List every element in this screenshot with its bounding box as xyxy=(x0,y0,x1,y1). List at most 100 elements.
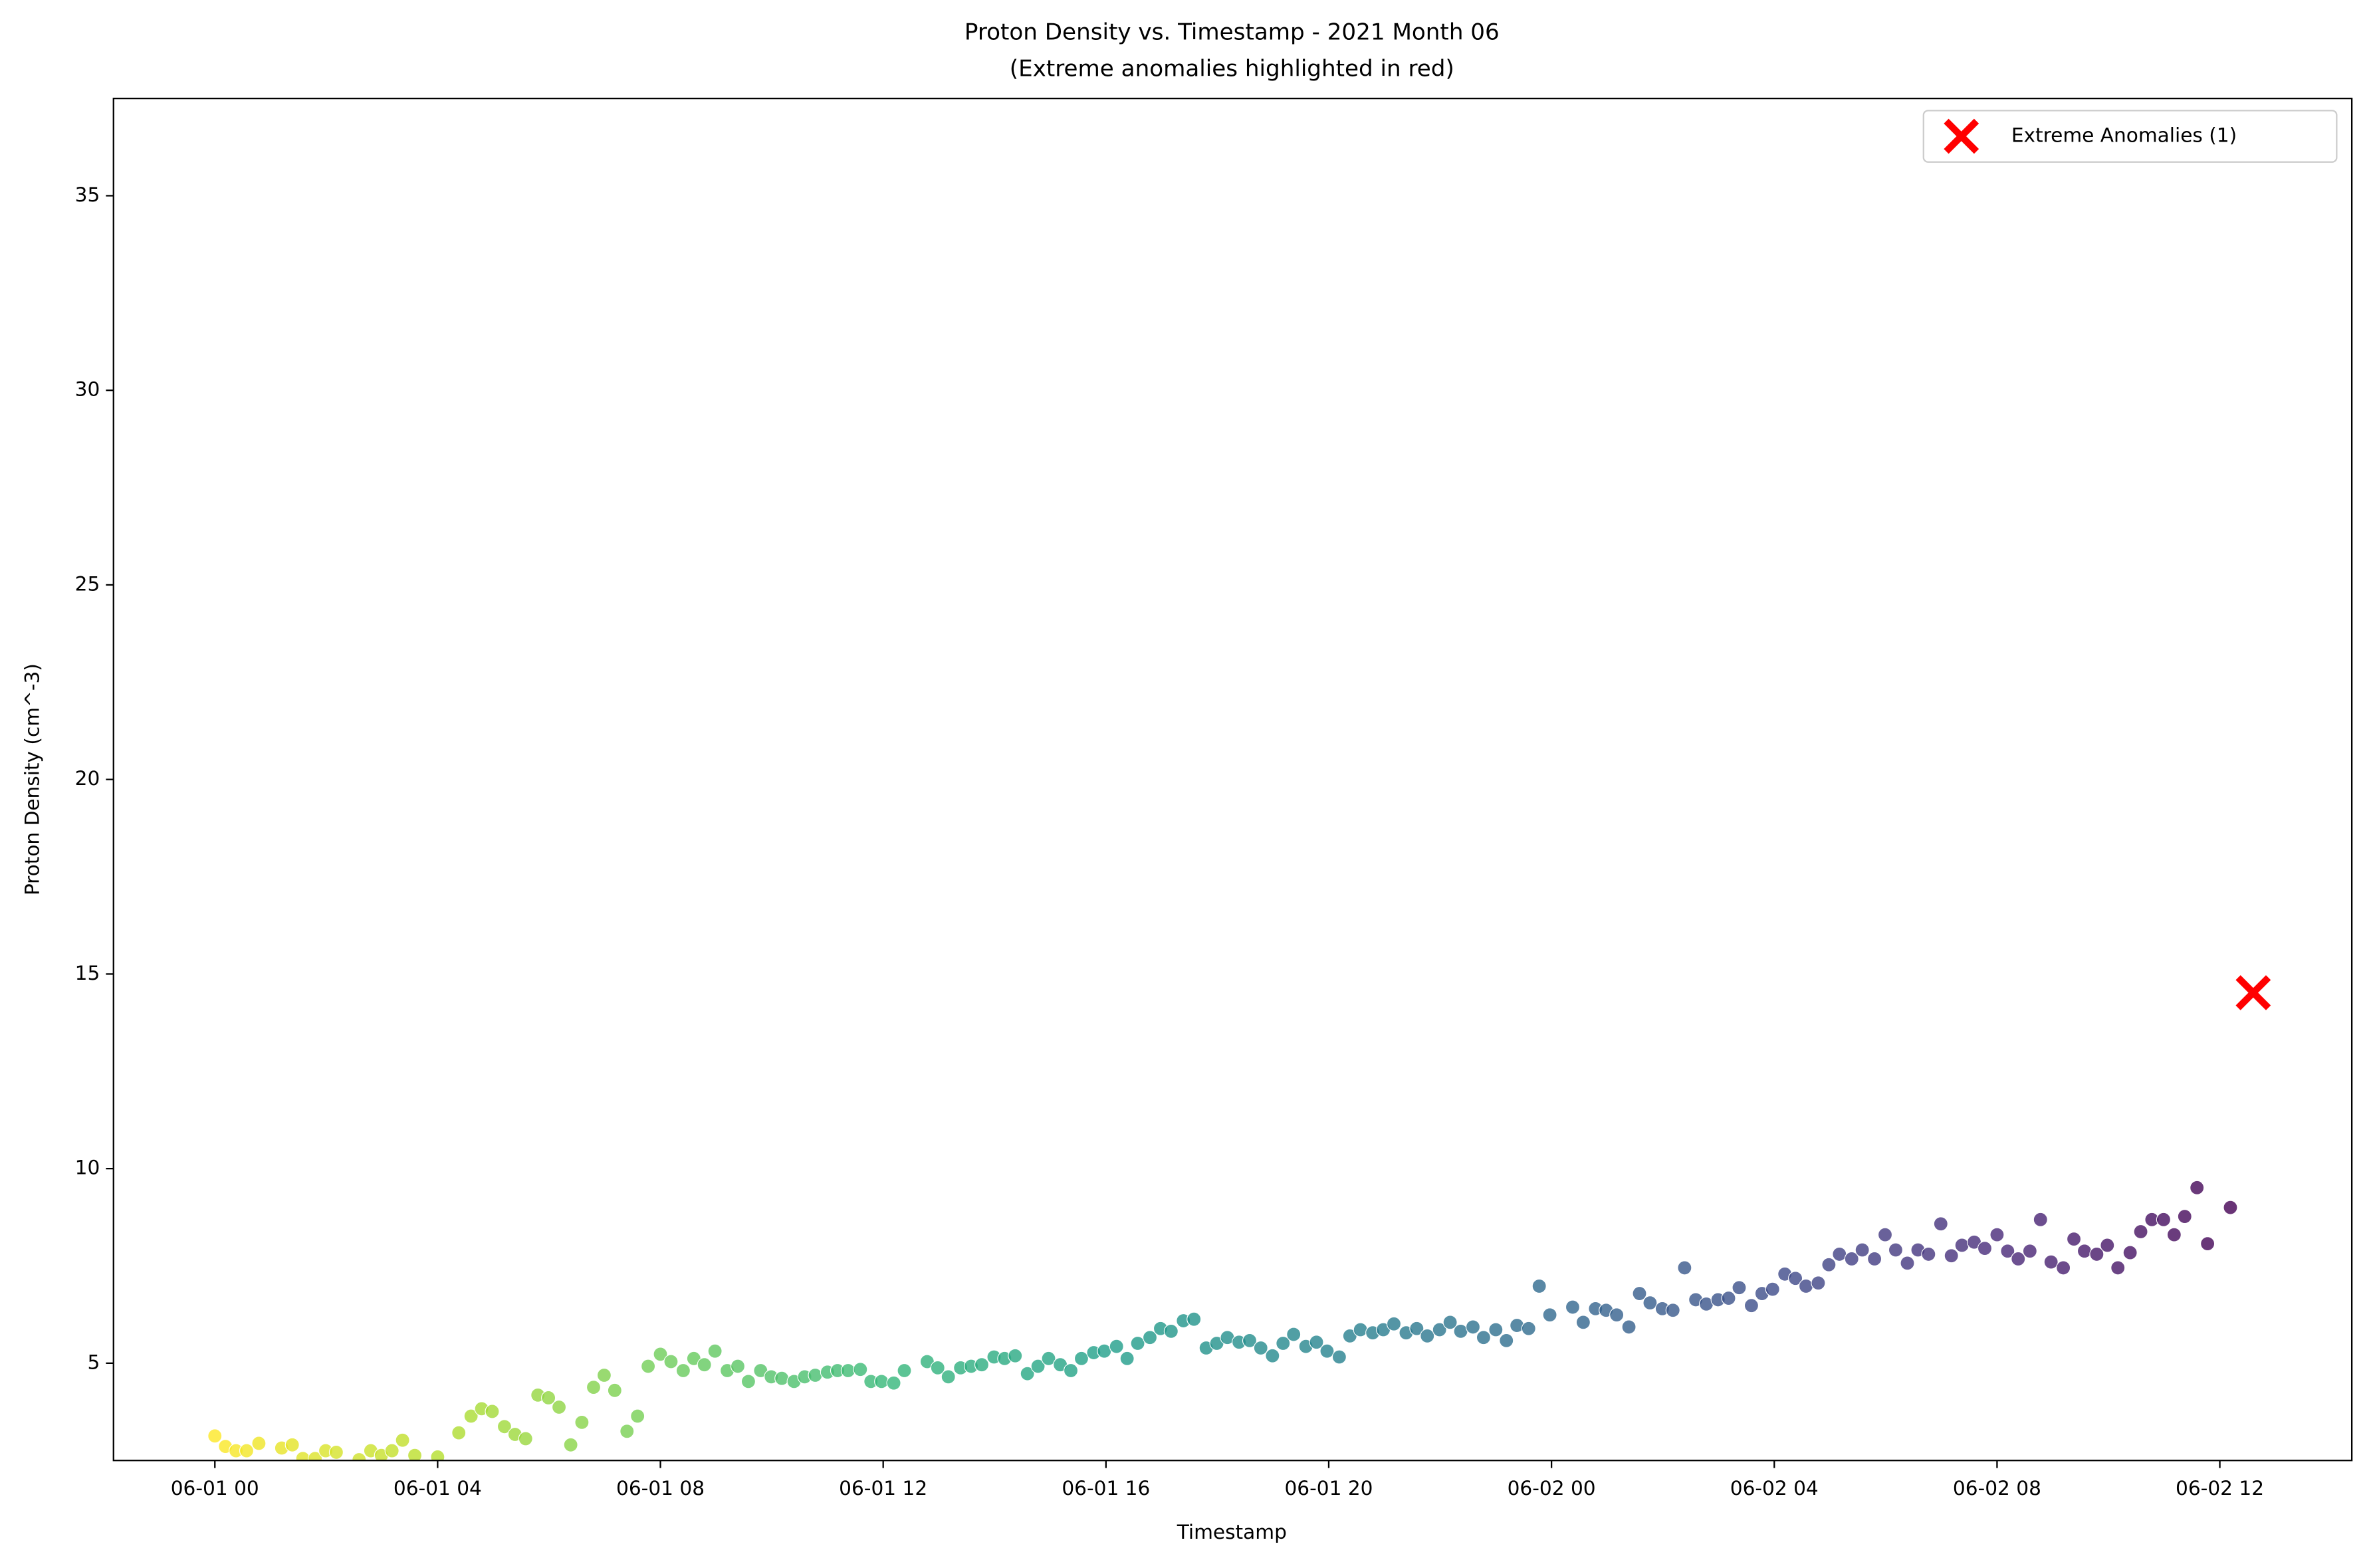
x-tick-label: 06-02 04 xyxy=(1730,1477,1819,1500)
y-axis-label: Proton Density (cm^-3) xyxy=(21,663,44,895)
data-point xyxy=(1765,1282,1780,1297)
x-tick-label: 06-02 00 xyxy=(1508,1477,1596,1500)
data-point xyxy=(2011,1251,2026,1266)
data-point xyxy=(2177,1209,2192,1224)
data-point xyxy=(308,1451,323,1461)
chart-subtitle: (Extreme anomalies highlighted in red) xyxy=(1010,55,1454,82)
data-point xyxy=(2122,1245,2138,1260)
data-point xyxy=(2100,1238,2115,1253)
data-point xyxy=(853,1362,868,1377)
data-point xyxy=(840,1363,855,1379)
data-point xyxy=(641,1359,656,1374)
data-point xyxy=(1732,1280,1747,1295)
data-point xyxy=(2077,1244,2092,1259)
data-point xyxy=(1453,1323,1468,1339)
x-tick-label: 06-01 12 xyxy=(839,1477,927,1500)
data-point xyxy=(2223,1200,2238,1215)
y-tick-label: 35 xyxy=(75,183,100,206)
data-point xyxy=(607,1383,622,1398)
data-point xyxy=(1008,1348,1023,1363)
data-point xyxy=(497,1419,512,1434)
data-point xyxy=(1064,1363,1079,1379)
data-point xyxy=(1677,1260,1692,1276)
data-point xyxy=(886,1375,901,1391)
plot-area xyxy=(207,975,2271,1461)
data-point xyxy=(897,1363,912,1379)
data-point xyxy=(586,1380,602,1395)
data-point xyxy=(1109,1339,1124,1354)
data-point xyxy=(1353,1322,1368,1337)
y-tick-label: 15 xyxy=(75,962,100,984)
data-point xyxy=(1798,1278,1814,1293)
data-point xyxy=(974,1357,990,1373)
data-point xyxy=(740,1374,756,1389)
data-point xyxy=(941,1369,956,1385)
data-point xyxy=(1420,1328,1435,1343)
data-point xyxy=(1242,1333,1258,1348)
x-tick-label: 06-01 00 xyxy=(171,1477,259,1500)
data-point xyxy=(2022,1244,2037,1259)
data-point xyxy=(1665,1303,1680,1318)
data-point xyxy=(407,1448,423,1461)
data-point xyxy=(284,1437,300,1452)
data-point xyxy=(730,1359,746,1374)
data-point xyxy=(620,1424,635,1439)
data-point xyxy=(1319,1343,1335,1359)
data-point xyxy=(463,1408,479,1424)
data-point xyxy=(1921,1246,1936,1262)
x-tick-label: 06-01 08 xyxy=(616,1477,705,1500)
data-point xyxy=(1542,1307,1557,1323)
x-tick-label: 06-01 20 xyxy=(1284,1477,1373,1500)
data-point xyxy=(1521,1321,1536,1336)
data-point xyxy=(1465,1319,1481,1335)
data-point xyxy=(1989,1227,2005,1242)
data-point xyxy=(1409,1321,1424,1336)
data-point xyxy=(1309,1335,1324,1350)
data-point xyxy=(518,1431,533,1446)
data-point xyxy=(2156,1212,2171,1227)
data-point xyxy=(874,1374,889,1389)
data-point xyxy=(630,1408,645,1424)
data-point xyxy=(1844,1251,1859,1266)
data-point xyxy=(1632,1286,1647,1301)
data-point xyxy=(2110,1260,2126,1276)
data-point xyxy=(1476,1330,1491,1345)
data-point xyxy=(808,1367,823,1383)
legend-box xyxy=(1922,110,2338,163)
y-tick-label: 25 xyxy=(75,572,100,595)
data-point xyxy=(707,1343,723,1359)
x-tick-label: 06-02 12 xyxy=(2176,1477,2264,1500)
data-point xyxy=(1609,1307,1625,1323)
data-point xyxy=(541,1390,556,1406)
data-point xyxy=(328,1444,344,1460)
data-point xyxy=(2166,1227,2182,1242)
data-point xyxy=(774,1371,790,1386)
data-point xyxy=(1621,1319,1637,1335)
data-point xyxy=(930,1360,945,1375)
data-point xyxy=(1788,1271,1803,1286)
data-point xyxy=(2000,1244,2015,1259)
data-point xyxy=(697,1357,712,1373)
data-point xyxy=(552,1399,567,1415)
data-point xyxy=(451,1425,467,1440)
legend-marker xyxy=(1944,118,1979,154)
data-point xyxy=(1531,1278,1547,1293)
data-point xyxy=(1186,1311,1202,1327)
data-point xyxy=(1888,1242,1903,1258)
data-point xyxy=(1744,1298,1759,1313)
data-point xyxy=(663,1354,679,1369)
data-point xyxy=(430,1449,445,1461)
data-point xyxy=(1286,1327,1301,1342)
anomaly-marker xyxy=(2235,975,2271,1010)
legend-label: Extreme Anomalies (1) xyxy=(2011,124,2237,147)
data-point xyxy=(485,1404,500,1419)
data-point xyxy=(251,1436,267,1451)
data-point xyxy=(1867,1251,1882,1266)
data-point xyxy=(1276,1335,1291,1351)
data-point xyxy=(2066,1232,2082,1247)
data-point xyxy=(1265,1348,1280,1363)
data-point xyxy=(384,1443,399,1458)
data-point xyxy=(1074,1351,1089,1366)
data-point xyxy=(1565,1299,1580,1315)
